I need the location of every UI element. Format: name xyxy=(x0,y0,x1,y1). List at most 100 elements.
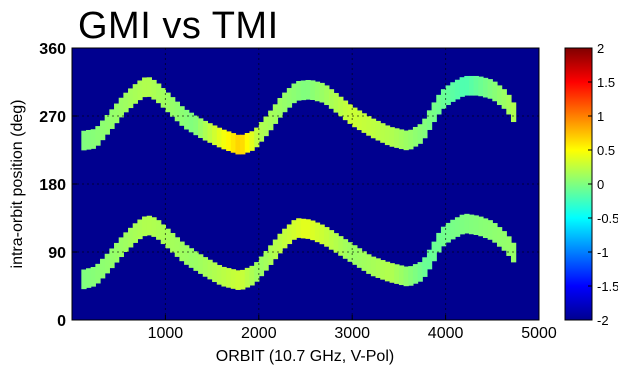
heatmap-cell xyxy=(376,258,381,278)
y-tick-label: 0 xyxy=(57,313,66,330)
x-tick-label: 2000 xyxy=(241,325,277,342)
heatmap-cell xyxy=(165,229,170,249)
heatmap-cell xyxy=(492,82,497,102)
heatmap-cell xyxy=(81,270,86,290)
heatmap-cell xyxy=(128,88,133,108)
heatmap-cell xyxy=(86,130,91,150)
heatmap-cell xyxy=(123,93,128,113)
heatmap-cell xyxy=(334,93,339,113)
heatmap-cell xyxy=(240,270,245,290)
colorbar-tick-label: -0.5 xyxy=(597,211,618,226)
heatmap-cell xyxy=(142,77,147,97)
heatmap-cell xyxy=(450,220,455,240)
heatmap-cell xyxy=(273,240,278,260)
colorbar-tick-label: 1 xyxy=(597,109,604,124)
heatmap-cell xyxy=(217,128,222,148)
heatmap-cell xyxy=(343,239,348,259)
heatmap-cell xyxy=(193,251,198,271)
heatmap-cell xyxy=(478,77,483,97)
heatmap-cell xyxy=(193,116,198,136)
heatmap-cell xyxy=(506,236,511,256)
heatmap-cell xyxy=(394,128,399,148)
y-tick-label: 180 xyxy=(39,177,66,194)
heatmap-cell xyxy=(329,89,334,109)
heatmap-cell xyxy=(455,217,460,237)
heatmap-cell xyxy=(235,270,240,290)
heatmap-cell xyxy=(338,236,343,256)
heatmap-cell xyxy=(189,248,194,268)
heatmap-cell xyxy=(86,268,91,288)
heatmap-cell xyxy=(413,127,418,147)
heatmap-cell xyxy=(320,225,325,245)
heatmap-cell xyxy=(221,130,226,150)
heatmap-cell xyxy=(217,265,222,285)
heatmap-cell xyxy=(427,250,432,270)
heatmap-cell xyxy=(268,111,273,131)
heatmap-cell xyxy=(502,89,507,109)
heatmap-cell xyxy=(371,119,376,139)
heatmap-cell xyxy=(91,267,96,287)
heatmap-cell xyxy=(450,82,455,102)
heatmap-cell xyxy=(137,220,142,240)
heatmap-cell xyxy=(469,215,474,235)
heatmap-cell xyxy=(464,214,469,234)
heatmap-cell xyxy=(259,122,264,142)
heatmap-cell xyxy=(422,257,427,277)
y-tick-label: 360 xyxy=(39,41,66,58)
heatmap-cell xyxy=(207,123,212,143)
heatmap-cell xyxy=(301,219,306,239)
heatmap-cell xyxy=(338,97,343,117)
heatmap-cell xyxy=(404,131,409,151)
heatmap-cell xyxy=(343,101,348,121)
heatmap-cell xyxy=(203,121,208,141)
heatmap-cell xyxy=(460,215,465,235)
heatmap-cell xyxy=(492,223,497,243)
x-tick-label: 4000 xyxy=(428,325,464,342)
heatmap-cell xyxy=(399,129,404,149)
heatmap-cell xyxy=(376,121,381,141)
heatmap-cell xyxy=(296,218,301,238)
x-axis-label: ORBIT (10.7 GHz, V-Pol) xyxy=(216,348,394,365)
x-tick-label: 5000 xyxy=(521,325,557,342)
heatmap-cell xyxy=(156,84,161,104)
heatmap-cell xyxy=(170,97,175,117)
heatmap-cell xyxy=(408,266,413,286)
heatmap-cell xyxy=(432,242,437,262)
heatmap-cell xyxy=(114,243,119,263)
heatmap-cell xyxy=(320,83,325,103)
heatmap-cell xyxy=(455,80,460,100)
heatmap-cell xyxy=(324,227,329,247)
heatmap-cell xyxy=(446,85,451,105)
y-tick-label: 270 xyxy=(39,109,66,126)
heatmap-cell xyxy=(432,102,437,122)
colorbar-tick-label: -1.5 xyxy=(597,279,618,294)
heatmap-cell xyxy=(408,130,413,150)
heatmap-cell xyxy=(119,98,124,118)
heatmap-cell xyxy=(380,260,385,280)
heatmap-cell xyxy=(357,110,362,130)
heatmap-cell xyxy=(502,231,507,251)
heatmap-cell xyxy=(324,85,329,105)
heatmap-cell xyxy=(291,84,296,104)
heatmap-cell xyxy=(296,81,301,101)
heatmap-cell xyxy=(249,266,254,286)
heatmap-cell xyxy=(478,217,483,237)
heatmap-cell xyxy=(287,224,292,244)
heatmap-cell xyxy=(306,219,311,239)
heatmap-cell xyxy=(184,245,189,265)
heatmap-cell xyxy=(212,262,217,282)
heatmap-cell xyxy=(142,216,147,236)
heatmap-cell xyxy=(105,115,110,135)
heatmap-cell xyxy=(287,88,292,108)
heatmap-cell xyxy=(418,262,423,282)
colorbar-tick-label: -1 xyxy=(597,245,609,260)
heatmap-cell xyxy=(366,254,371,274)
heatmap-cell xyxy=(95,126,100,146)
heatmap-cell xyxy=(511,243,516,263)
heatmap-cell xyxy=(240,135,245,155)
heatmap-cell xyxy=(460,77,465,97)
heatmap-cell xyxy=(203,257,208,277)
x-tick-label: 1000 xyxy=(148,325,184,342)
heatmap-cell xyxy=(245,133,250,153)
